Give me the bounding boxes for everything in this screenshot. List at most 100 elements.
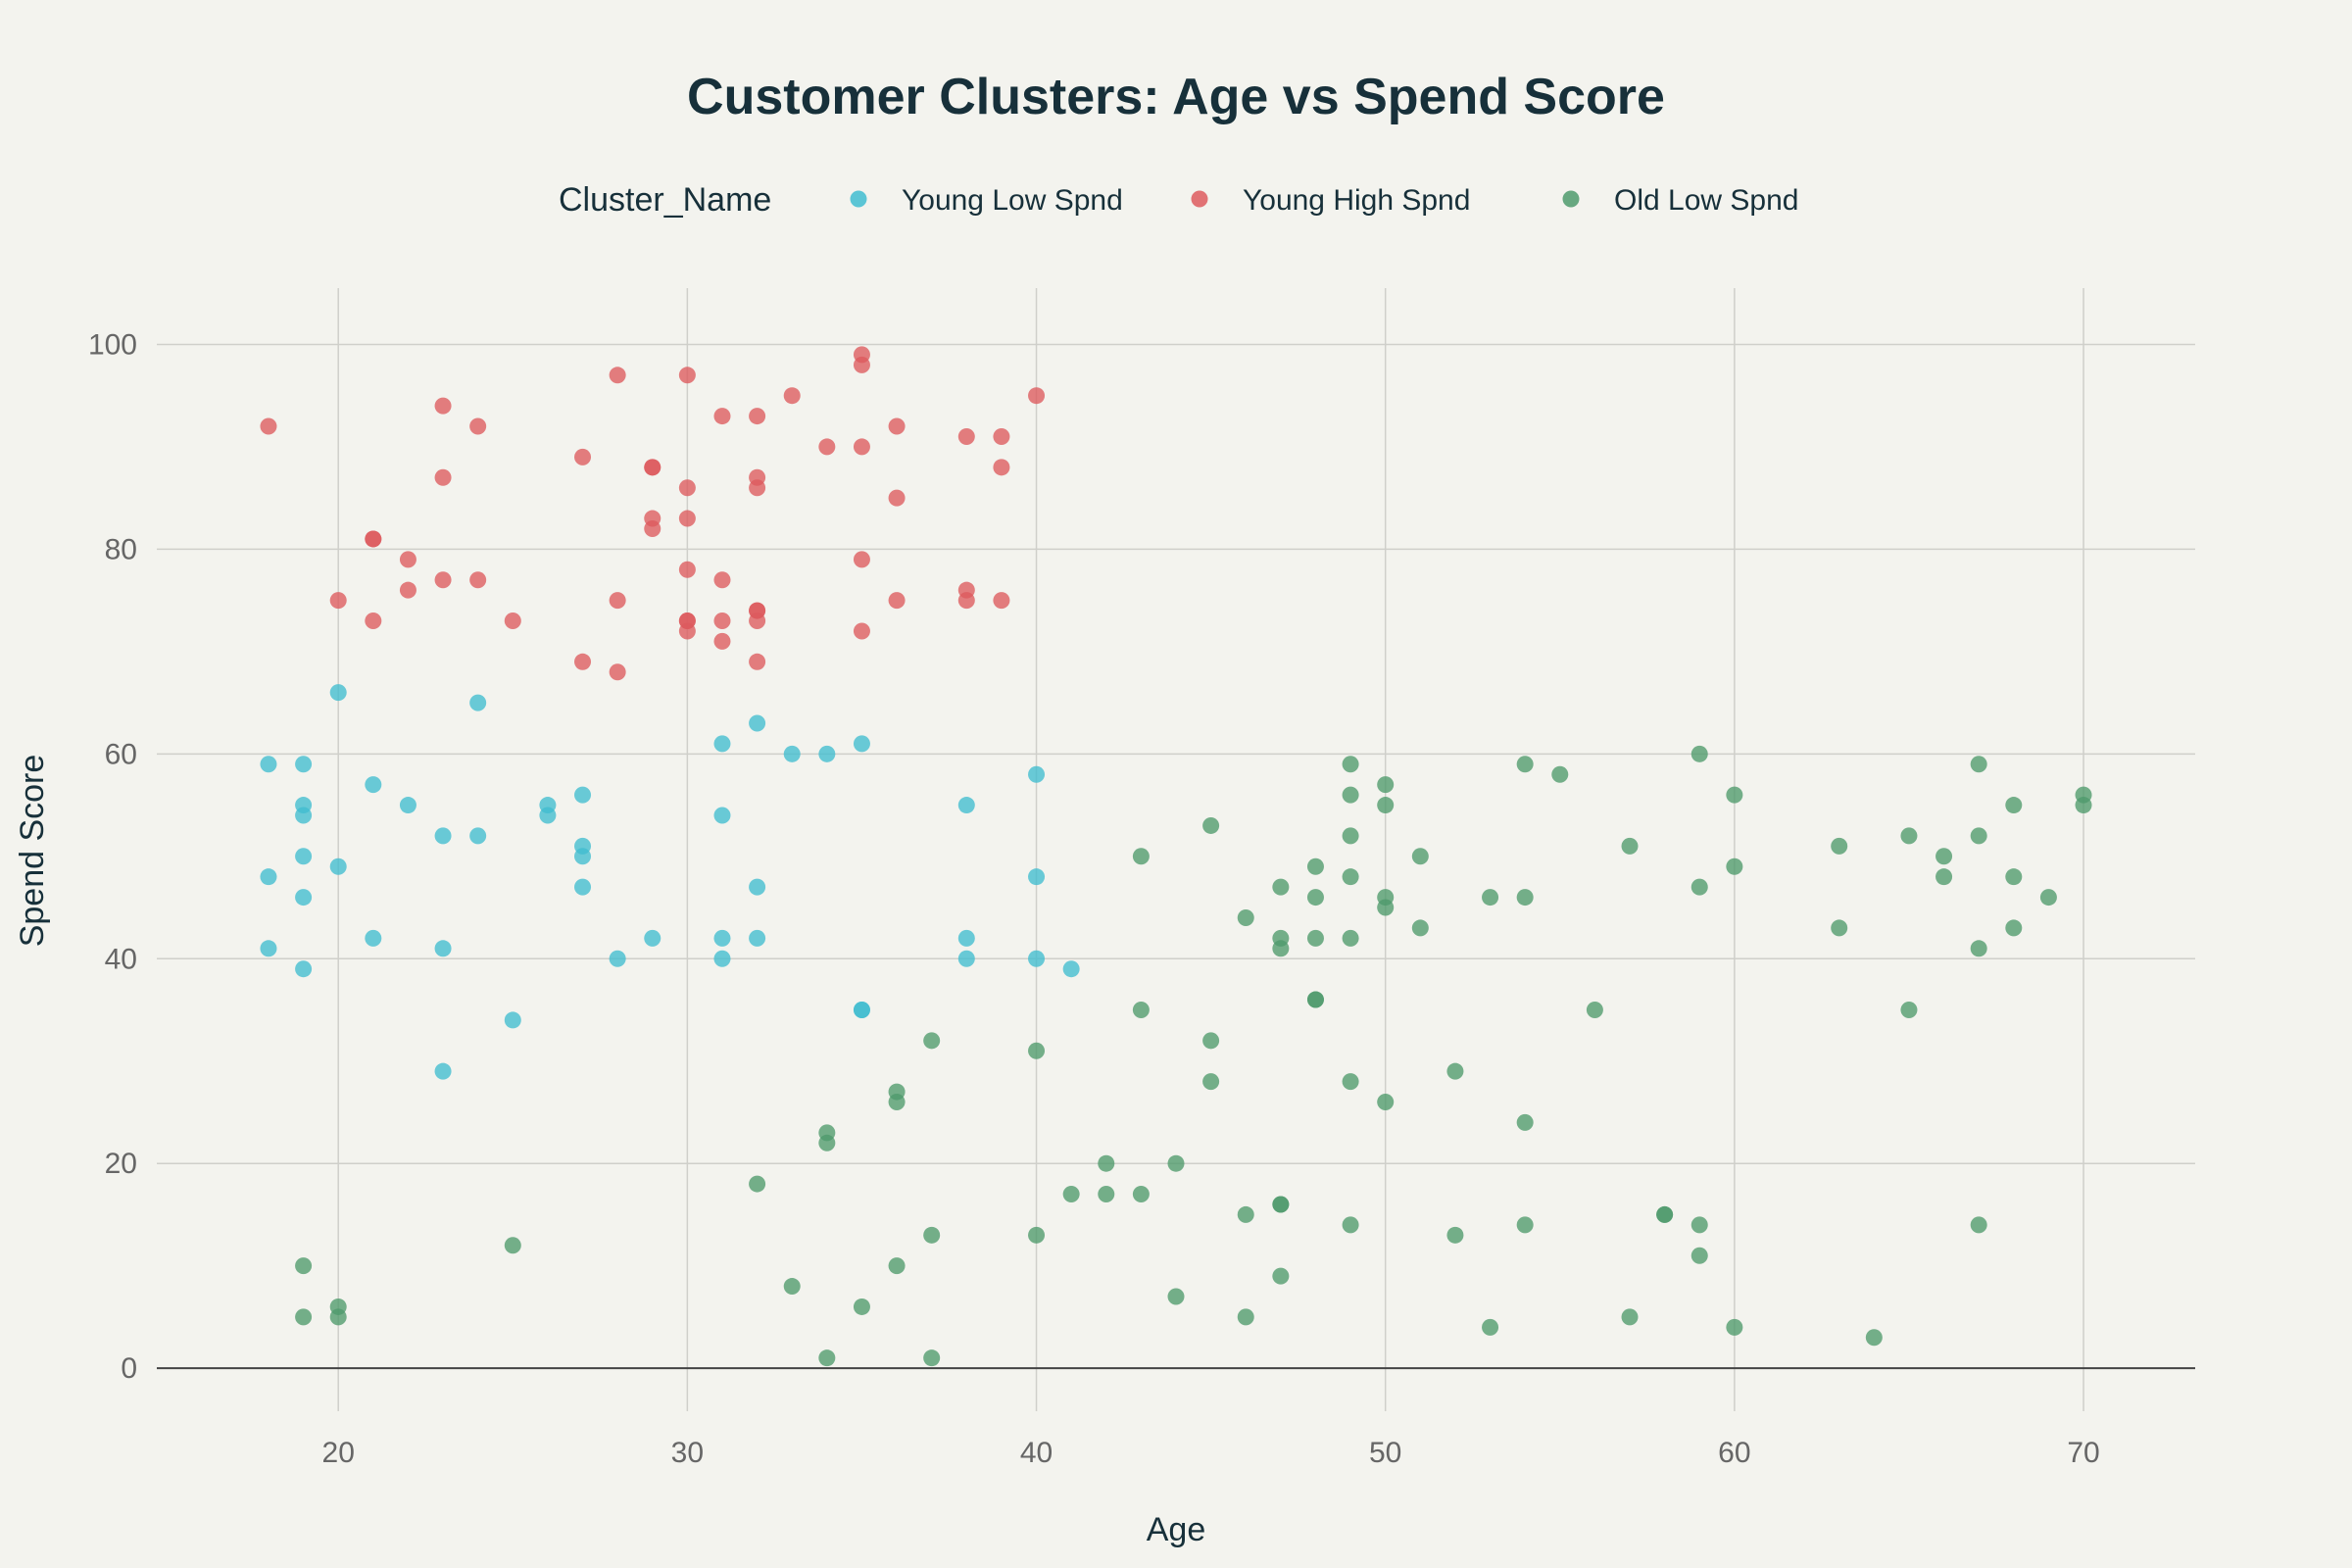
data-point (818, 745, 836, 762)
data-point (1342, 929, 1359, 947)
data-point (295, 889, 313, 906)
data-point (1237, 1205, 1254, 1223)
data-point (678, 561, 696, 578)
data-point (1690, 745, 1708, 762)
legend-label: Young Low Spnd (902, 184, 1123, 217)
data-point (993, 427, 1010, 445)
data-point (295, 756, 313, 773)
data-point (749, 1175, 766, 1193)
data-point (888, 592, 906, 610)
data-point (713, 929, 731, 947)
data-point (1586, 1001, 1603, 1018)
data-point (749, 878, 766, 896)
grid (157, 288, 2195, 1411)
data-point (1831, 837, 1848, 855)
data-point (853, 1001, 870, 1018)
data-point (295, 1257, 313, 1275)
data-point (1237, 908, 1254, 926)
data-point (1342, 868, 1359, 886)
data-point (644, 459, 662, 476)
x-tick-label: 20 (322, 1437, 355, 1469)
data-point (260, 417, 277, 435)
data-point (365, 612, 382, 630)
data-point (1342, 786, 1359, 804)
data-point (1167, 1288, 1185, 1305)
data-point (678, 367, 696, 384)
data-point (365, 929, 382, 947)
data-point (749, 929, 766, 947)
y-axis-label: Spend Score (14, 755, 51, 948)
data-point (1237, 1308, 1254, 1326)
data-point (713, 950, 731, 967)
data-point (329, 1308, 347, 1326)
data-point (1970, 827, 1987, 845)
data-point (1028, 1042, 1046, 1059)
legend-marker (1191, 190, 1208, 208)
data-point (1342, 1216, 1359, 1234)
data-point (678, 622, 696, 640)
x-axis-ticks: 20 30 40 50 60 70 (322, 1437, 2100, 1469)
data-point (783, 1278, 801, 1296)
data-point (1656, 1205, 1674, 1223)
data-point (783, 387, 801, 405)
data-point (749, 714, 766, 732)
legend: Cluster_Name Young Low Spnd Young High Sp… (559, 181, 1798, 219)
data-point (2075, 797, 2092, 814)
data-point (818, 1134, 836, 1152)
data-point (713, 735, 731, 753)
data-point (713, 612, 731, 630)
data-point (1936, 868, 1953, 886)
data-point (574, 878, 592, 896)
data-point (1411, 848, 1429, 865)
data-point (1726, 858, 1743, 875)
data-point (678, 510, 696, 527)
data-point (644, 929, 662, 947)
data-point (1621, 1308, 1639, 1326)
data-point (1900, 827, 1918, 845)
data-point (853, 622, 870, 640)
data-point (644, 519, 662, 537)
data-point (1690, 1247, 1708, 1264)
data-point (1551, 765, 1569, 783)
data-point (539, 807, 557, 824)
data-point (1132, 848, 1150, 865)
data-point (957, 427, 975, 445)
legend-marker (850, 190, 867, 208)
data-point (713, 632, 731, 650)
data-point (2005, 868, 2023, 886)
data-point (783, 745, 801, 762)
data-point (2005, 797, 2023, 814)
data-point (853, 551, 870, 568)
data-point (853, 438, 870, 456)
x-tick-label: 40 (1020, 1437, 1053, 1469)
data-point (1482, 1318, 1499, 1336)
data-point (1272, 1196, 1290, 1213)
data-point (1306, 889, 1324, 906)
data-point (399, 551, 416, 568)
data-point (1831, 919, 1848, 937)
data-point (1377, 776, 1395, 794)
data-point (329, 592, 347, 610)
legend-label: Old Low Spnd (1614, 184, 1798, 217)
chart-title: Customer Clusters: Age vs Spend Score (687, 69, 1665, 125)
data-point (434, 1062, 452, 1080)
data-point (434, 827, 452, 845)
series-old-low-spnd (295, 745, 2092, 1367)
data-point (609, 367, 626, 384)
legend-label: Young High Spnd (1243, 184, 1470, 217)
data-point (609, 950, 626, 967)
y-tick-label: 40 (105, 943, 137, 975)
data-point (1306, 991, 1324, 1008)
data-point (853, 356, 870, 373)
data-point (504, 612, 521, 630)
data-point (1621, 837, 1639, 855)
x-axis-label: Age (1147, 1511, 1206, 1548)
data-point (818, 1349, 836, 1367)
data-point (1202, 1073, 1220, 1091)
data-point (434, 940, 452, 957)
x-tick-label: 60 (1718, 1437, 1750, 1469)
data-point (504, 1011, 521, 1029)
data-point (1028, 1226, 1046, 1244)
data-point (749, 612, 766, 630)
